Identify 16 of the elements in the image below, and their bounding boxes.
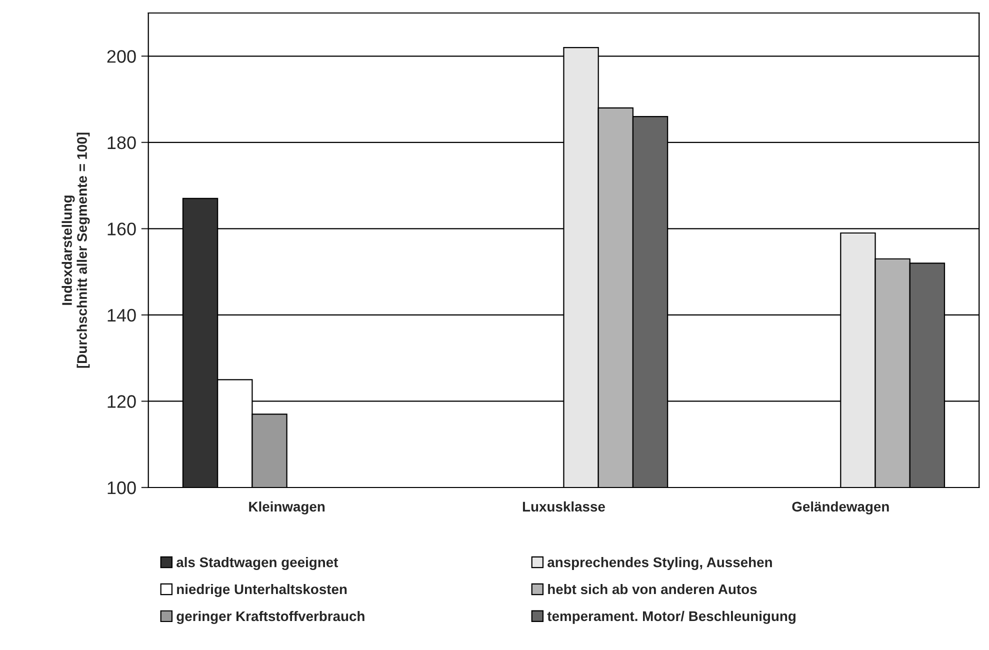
y-tick-label: 180 xyxy=(108,136,136,150)
y-tick-label: 200 xyxy=(107,50,136,63)
legend-label: ansprechendes Styling, Aussehen xyxy=(548,557,772,570)
x-tick-label: Geländewagen xyxy=(792,501,889,514)
y-tick-label: 160 xyxy=(108,222,136,236)
legend-label: geringer Kraftstoffverbrauch xyxy=(176,610,364,624)
y-tick-label: 100 xyxy=(108,481,136,494)
legend-label: hebt sich ab von anderen Autos xyxy=(548,584,757,594)
y-tick-label: 120 xyxy=(108,395,136,408)
legend-label: niedrige Unterhaltskosten xyxy=(177,584,347,597)
x-tick-label: Luxusklasse xyxy=(522,501,605,512)
legend-label: temperament. Motor/ Beschleunigung xyxy=(547,610,796,624)
legend-label: als Stadtwagen geeignet xyxy=(176,557,338,570)
y-tick-label: 140 xyxy=(108,308,136,322)
x-tick-label: Kleinwagen xyxy=(249,501,325,514)
y-axis-title: Indexdarstellung [Durchschnitt aller Segmente = 100] xyxy=(62,132,90,368)
